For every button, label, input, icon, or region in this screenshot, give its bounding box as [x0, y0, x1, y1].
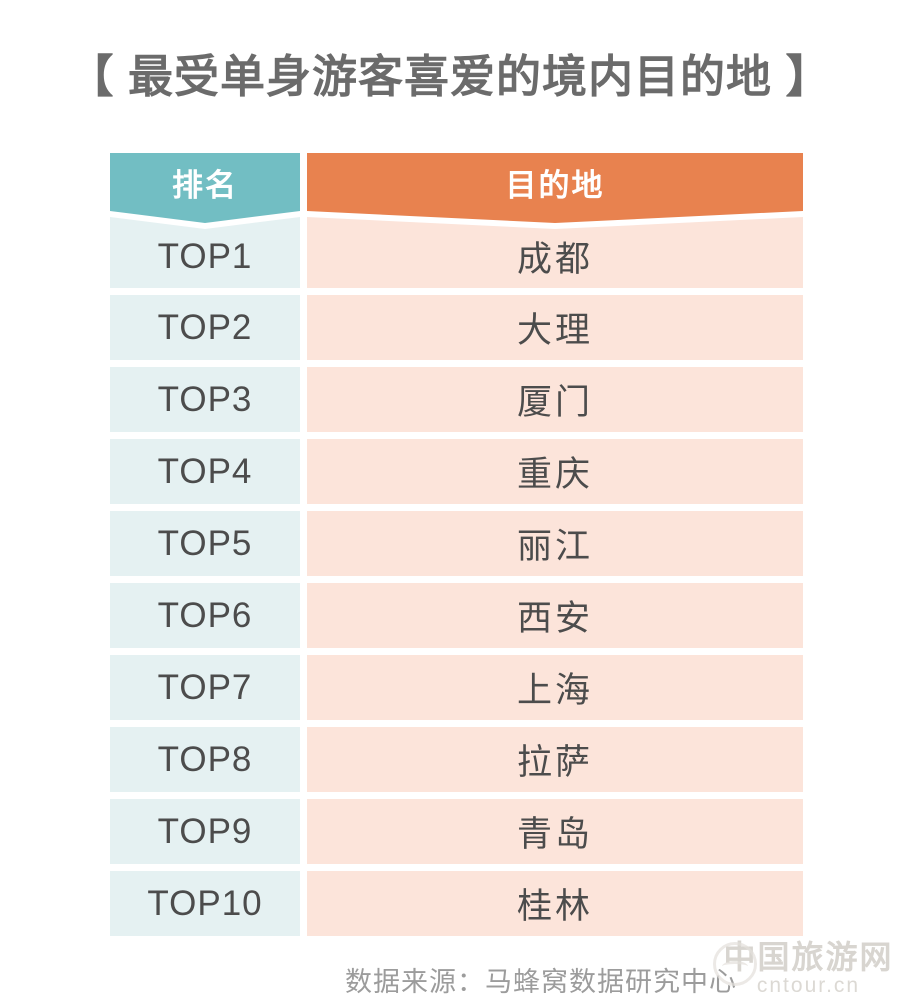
watermark-site-name: 中国旅游网: [723, 938, 894, 976]
rank-cell: TOP8: [110, 727, 300, 792]
destination-cell: 上海: [307, 655, 803, 720]
destination-column-header: 目的地: [307, 153, 803, 223]
data-source-text: 数据来源：马蜂窝数据研究中心: [345, 967, 737, 997]
rank-cell: TOP1: [110, 217, 300, 288]
destination-cell: 大理: [307, 295, 803, 360]
page-title: 【 最受单身游客喜爱的境内目的地 】: [68, 51, 832, 102]
rank-column-header: 排名: [110, 153, 300, 223]
watermark: 中国旅游网 cntour.cn: [713, 938, 896, 998]
rank-cell: TOP5: [110, 511, 300, 576]
rank-cell: TOP2: [110, 295, 300, 360]
ranking-table: 排名 TOP1 TOP2 TOP3 TOP4 TOP5 TOP6 TOP7 TO…: [110, 153, 803, 936]
rank-cell: TOP6: [110, 583, 300, 648]
rank-cell: TOP9: [110, 799, 300, 864]
rank-cell: TOP10: [110, 871, 300, 936]
destination-cell: 拉萨: [307, 727, 803, 792]
destination-cell: 丽江: [307, 511, 803, 576]
rank-cell: TOP3: [110, 367, 300, 432]
destination-cell: 青岛: [307, 799, 803, 864]
destination-cell: 重庆: [307, 439, 803, 504]
destination-cell: 桂林: [307, 871, 803, 936]
destination-cell: 厦门: [307, 367, 803, 432]
rank-cell: TOP7: [110, 655, 300, 720]
destination-column: 目的地 成都 大理 厦门 重庆 丽江 西安 上海 拉萨 青岛 桂林: [307, 153, 803, 936]
rank-column: 排名 TOP1 TOP2 TOP3 TOP4 TOP5 TOP6 TOP7 TO…: [110, 153, 300, 936]
watermark-site-url: cntour.cn: [756, 974, 861, 998]
destination-cell: 西安: [307, 583, 803, 648]
rank-cell: TOP4: [110, 439, 300, 504]
destination-cell: 成都: [307, 217, 803, 288]
